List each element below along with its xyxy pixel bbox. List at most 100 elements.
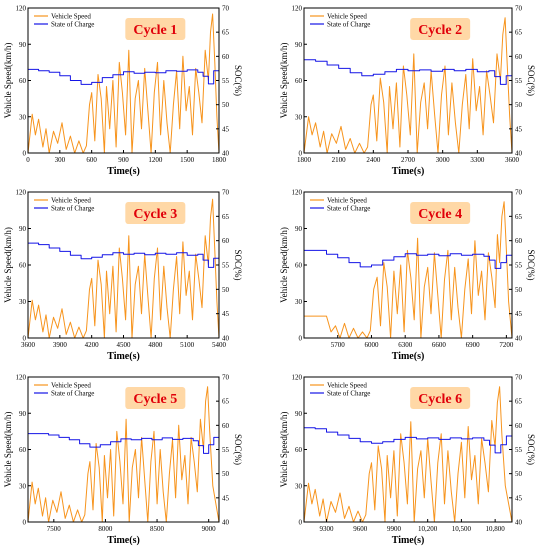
y-right-tick-label: 45	[515, 310, 523, 318]
y-right-tick-label: 45	[515, 125, 523, 133]
x-tick-label: 8500	[150, 525, 165, 533]
x-tick-label: 10,200	[418, 525, 438, 533]
y-right-tick-label: 40	[222, 150, 230, 158]
x-tick-label: 4800	[148, 341, 163, 349]
y-left-tick-label: 30	[19, 482, 27, 490]
y-left-axis-label: Vehicle Speed(km/h)	[279, 43, 289, 119]
y-right-tick-label: 60	[515, 53, 523, 61]
y-right-tick-label: 50	[515, 286, 523, 294]
y-left-tick-label: 90	[19, 410, 27, 418]
y-left-tick-label: 90	[295, 410, 303, 418]
plot-frame	[303, 7, 513, 154]
series-group	[304, 386, 512, 522]
y-right-tick-label: 40	[515, 150, 523, 158]
legend-label-speed: Vehicle Speed	[51, 13, 91, 21]
cycle-title-badge	[125, 387, 186, 409]
y-right-axis-label: SOC(%)	[233, 434, 243, 465]
speed-series-line	[28, 386, 219, 522]
cycle-title: Cycle 3	[133, 207, 177, 222]
x-tick-label: 1200	[148, 156, 163, 164]
x-tick-label: 8000	[98, 525, 113, 533]
y-right-axis-label: SOC(%)	[526, 434, 536, 465]
y-right-tick-label: 50	[222, 101, 230, 109]
speed-series-line	[304, 201, 512, 338]
y-right-axis-label: SOC(%)	[526, 65, 536, 96]
y-left-tick-label: 90	[19, 225, 27, 233]
y-right-tick-label: 50	[515, 101, 523, 109]
cycle-title: Cycle 1	[133, 23, 177, 38]
y-left-axis-label: Vehicle Speed(km/h)	[3, 412, 13, 488]
legend-label-speed: Vehicle Speed	[327, 382, 367, 390]
x-axis-label: Time(s)	[392, 351, 425, 362]
series-group	[304, 201, 512, 338]
x-tick-label: 10,500	[452, 525, 472, 533]
x-axis-label: Time(s)	[107, 535, 140, 546]
x-tick-label: 1500	[180, 156, 195, 164]
y-left-tick-label: 90	[295, 41, 303, 49]
x-tick-label: 7500	[47, 525, 62, 533]
legend-label-speed: Vehicle Speed	[327, 13, 367, 21]
y-left-axis-label: Vehicle Speed(km/h)	[279, 227, 289, 303]
y-right-tick-label: 40	[222, 335, 230, 343]
y-right-tick-label: 55	[515, 77, 523, 85]
y-right-tick-label: 55	[222, 77, 230, 85]
cycle-title: Cycle 4	[418, 207, 462, 222]
y-right-tick-label: 50	[222, 286, 230, 294]
series-group	[28, 198, 219, 338]
y-right-tick-label: 60	[222, 237, 230, 245]
y-right-tick-label: 65	[515, 29, 523, 37]
y-right-tick-label: 45	[222, 310, 230, 318]
cycle-title-badge	[410, 202, 471, 224]
y-left-tick-label: 120	[292, 5, 303, 13]
soc-series-line	[28, 242, 219, 268]
series-group	[304, 17, 512, 153]
y-left-tick-label: 30	[295, 482, 303, 490]
x-tick-label: 3000	[436, 156, 451, 164]
y-left-tick-label: 120	[16, 189, 27, 197]
y-right-tick-label: 70	[222, 5, 230, 13]
chart-cycle-4: 5700 6000 6300 6600 6900 7200 0 30 60 90 120 40 45 50…	[279, 189, 536, 363]
x-tick-label: 0	[26, 156, 30, 164]
y-left-tick-label: 0	[299, 150, 303, 158]
y-right-tick-label: 65	[222, 213, 230, 221]
y-left-axis-label: Vehicle Speed(km/h)	[3, 227, 13, 303]
x-tick-label: 6300	[398, 341, 413, 349]
speed-series-line	[304, 17, 512, 153]
x-axis-label: Time(s)	[392, 535, 425, 546]
y-right-tick-label: 65	[222, 398, 230, 406]
cycle-title-badge	[125, 18, 186, 40]
x-tick-label: 6600	[432, 341, 447, 349]
x-tick-label: 3600	[505, 156, 520, 164]
soc-series-line	[304, 59, 512, 85]
cycle-title: Cycle 5	[133, 392, 177, 407]
y-left-tick-label: 0	[23, 150, 27, 158]
cycle-title: Cycle 6	[418, 392, 462, 407]
y-left-tick-label: 30	[19, 298, 27, 306]
x-tick-label: 9600	[353, 525, 368, 533]
x-tick-label: 1800	[212, 156, 227, 164]
y-left-tick-label: 30	[295, 298, 303, 306]
y-left-tick-label: 60	[19, 262, 27, 270]
x-tick-label: 2400	[366, 156, 381, 164]
y-right-tick-label: 65	[515, 398, 523, 406]
x-tick-label: 9300	[319, 525, 334, 533]
y-right-tick-label: 60	[222, 422, 230, 430]
y-right-tick-label: 40	[515, 519, 523, 527]
y-left-tick-label: 60	[295, 446, 303, 454]
plot-frame	[27, 191, 220, 339]
x-tick-label: 3600	[21, 341, 36, 349]
legend-label-soc: State of Charge	[327, 205, 370, 213]
x-tick-label: 5100	[180, 341, 195, 349]
y-left-tick-label: 90	[295, 225, 303, 233]
y-left-tick-label: 0	[299, 335, 303, 343]
soc-series-line	[304, 427, 512, 454]
chart-cycle-6: 9300 9600 9900 10,200 10,500 10,800 0 30 60 90 120…	[279, 374, 536, 547]
x-tick-label: 1800	[297, 156, 312, 164]
chart-cycle-1: 0 300 600 900 1200 1500 1800 0 30 60 90 120 40 45 50 55…	[3, 5, 243, 178]
speed-series-line	[28, 198, 219, 338]
y-left-tick-label: 120	[16, 5, 27, 13]
x-tick-label: 2100	[332, 156, 347, 164]
soc-series-line	[304, 249, 512, 269]
legend-label-speed: Vehicle Speed	[51, 382, 91, 390]
y-right-tick-label: 60	[515, 237, 523, 245]
